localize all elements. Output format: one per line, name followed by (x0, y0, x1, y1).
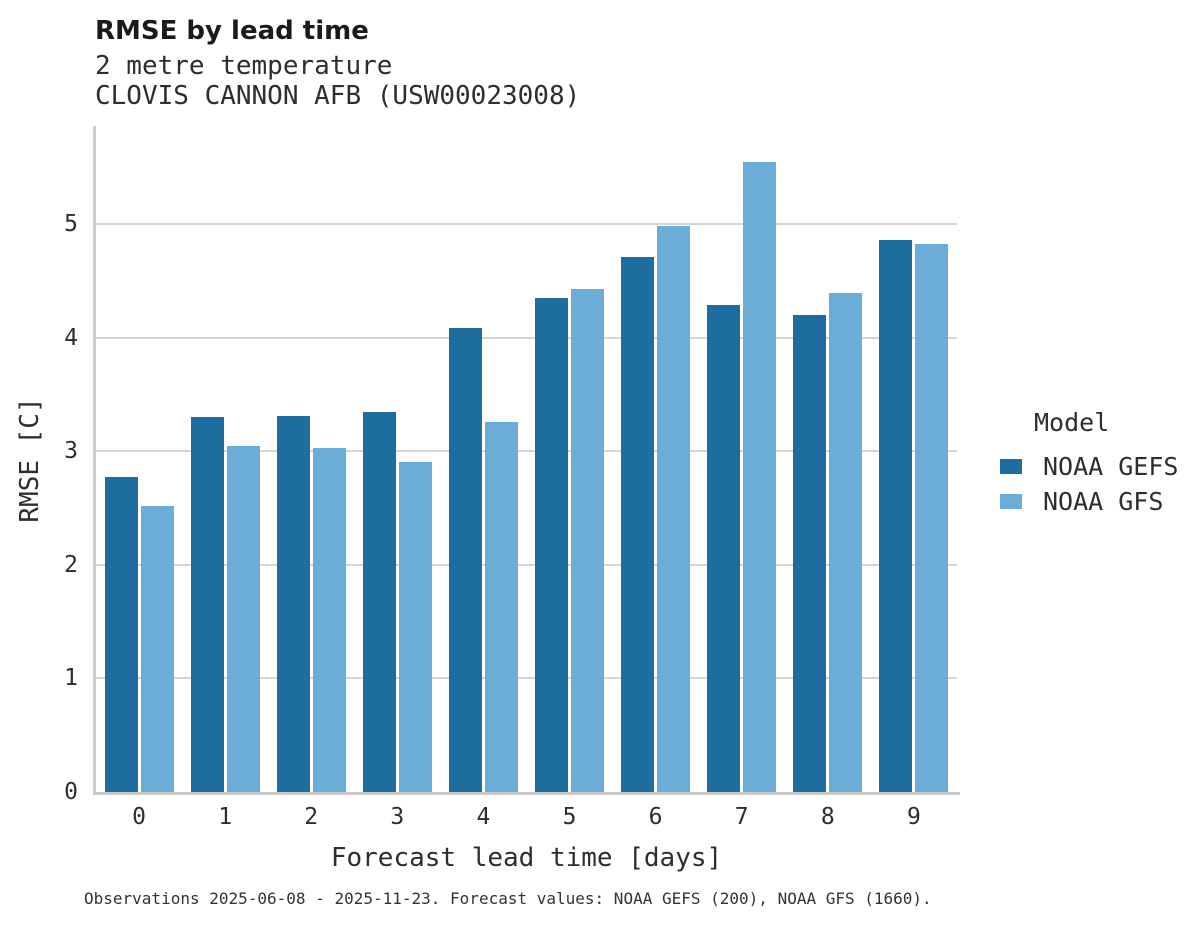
bar-noaa-gfs-day-5 (571, 289, 605, 792)
x-tick-label-4: 4 (476, 804, 491, 830)
bar-group-day-0 (96, 128, 182, 792)
x-tick-label-9: 9 (906, 804, 921, 830)
bar-noaa-gfs-day-7 (743, 162, 777, 792)
bar-group-day-2 (268, 128, 354, 792)
bar-noaa-gfs-day-3 (398, 461, 432, 792)
legend-swatch-icon (1000, 459, 1022, 474)
bar-noaa-gefs-day-1 (190, 417, 224, 792)
plot-area (96, 128, 957, 792)
x-axis-title: Forecast lead time [days] (330, 843, 723, 873)
y-tick-label-1: 1 (64, 665, 78, 692)
y-tick-label-0: 0 (64, 779, 78, 805)
legend-swatch-icon (1000, 494, 1022, 509)
gridline-y-3 (96, 450, 957, 453)
legend-entry-noaa-gfs: NOAA GFS (1000, 484, 1178, 519)
y-tick-label-5: 5 (64, 211, 78, 238)
bar-noaa-gefs-day-5 (535, 298, 569, 792)
y-axis-line (93, 126, 96, 795)
bar-group-day-1 (182, 128, 268, 792)
bars-layer (96, 128, 957, 792)
bar-noaa-gefs-day-4 (448, 327, 482, 792)
bar-noaa-gefs-day-2 (276, 416, 310, 792)
bar-noaa-gfs-day-8 (829, 292, 863, 792)
bar-group-day-7 (699, 128, 785, 792)
bar-noaa-gfs-day-6 (657, 225, 691, 792)
footer-note: Observations 2025-06-08 - 2025-11-23. Fo… (84, 889, 932, 908)
y-tick-label-2: 2 (64, 551, 78, 578)
x-tick-label-1: 1 (218, 804, 233, 830)
bar-noaa-gefs-day-6 (621, 257, 655, 792)
gridline-y-2 (96, 563, 957, 566)
bar-noaa-gefs-day-7 (707, 305, 741, 792)
x-tick-label-5: 5 (562, 804, 577, 830)
legend: Model NOAA GEFS NOAA GFS (1000, 408, 1178, 519)
x-tick-label-6: 6 (648, 804, 663, 830)
x-tick-label-3: 3 (390, 804, 405, 830)
bar-noaa-gefs-day-9 (879, 240, 913, 792)
bar-group-day-5 (526, 128, 612, 792)
bar-noaa-gfs-day-1 (226, 445, 260, 792)
y-axis-tick-labels: 0 1 2 3 4 5 (0, 0, 78, 928)
y-tick-label-4: 4 (64, 324, 78, 351)
x-tick-label-2: 2 (304, 804, 319, 830)
bar-group-day-9 (871, 128, 957, 792)
x-axis-line (93, 792, 960, 795)
bar-group-day-8 (785, 128, 871, 792)
x-tick-label-7: 7 (734, 804, 749, 830)
bar-noaa-gefs-day-8 (793, 315, 827, 792)
bar-group-day-3 (354, 128, 440, 792)
legend-label: NOAA GFS (1043, 487, 1164, 516)
chart-subtitle-station: CLOVIS CANNON AFB (USW00023008) (95, 81, 581, 111)
bar-noaa-gfs-day-9 (915, 243, 949, 792)
x-tick-label-8: 8 (820, 804, 835, 830)
y-axis-title: RMSE [C] (15, 397, 45, 523)
legend-label: NOAA GEFS (1043, 452, 1179, 481)
gridline-y-1 (96, 677, 957, 680)
chart-subtitle-variable: 2 metre temperature (95, 51, 393, 81)
bar-noaa-gefs-day-3 (362, 411, 396, 792)
bar-noaa-gfs-day-4 (484, 422, 518, 792)
legend-entry-noaa-gefs: NOAA GEFS (1000, 449, 1178, 484)
bar-group-day-6 (613, 128, 699, 792)
bar-noaa-gfs-day-0 (140, 506, 174, 792)
page-title: RMSE by lead time (95, 16, 369, 46)
gridline-y-5 (96, 223, 957, 226)
x-axis-tick-labels: 0 1 2 3 4 5 6 7 8 9 (96, 804, 957, 830)
bar-group-day-4 (440, 128, 526, 792)
legend-entries: NOAA GEFS NOAA GFS (1000, 449, 1178, 519)
x-tick-label-0: 0 (132, 804, 146, 830)
y-tick-label-3: 3 (64, 438, 78, 465)
legend-title: Model (1034, 408, 1110, 437)
bar-noaa-gefs-day-0 (104, 476, 138, 792)
gridline-y-4 (96, 336, 957, 339)
bar-noaa-gfs-day-2 (312, 448, 346, 792)
